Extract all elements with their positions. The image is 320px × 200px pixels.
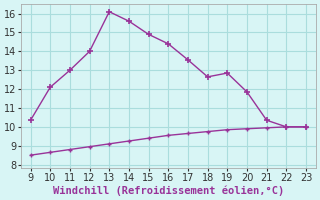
- X-axis label: Windchill (Refroidissement éolien,°C): Windchill (Refroidissement éolien,°C): [53, 185, 284, 196]
